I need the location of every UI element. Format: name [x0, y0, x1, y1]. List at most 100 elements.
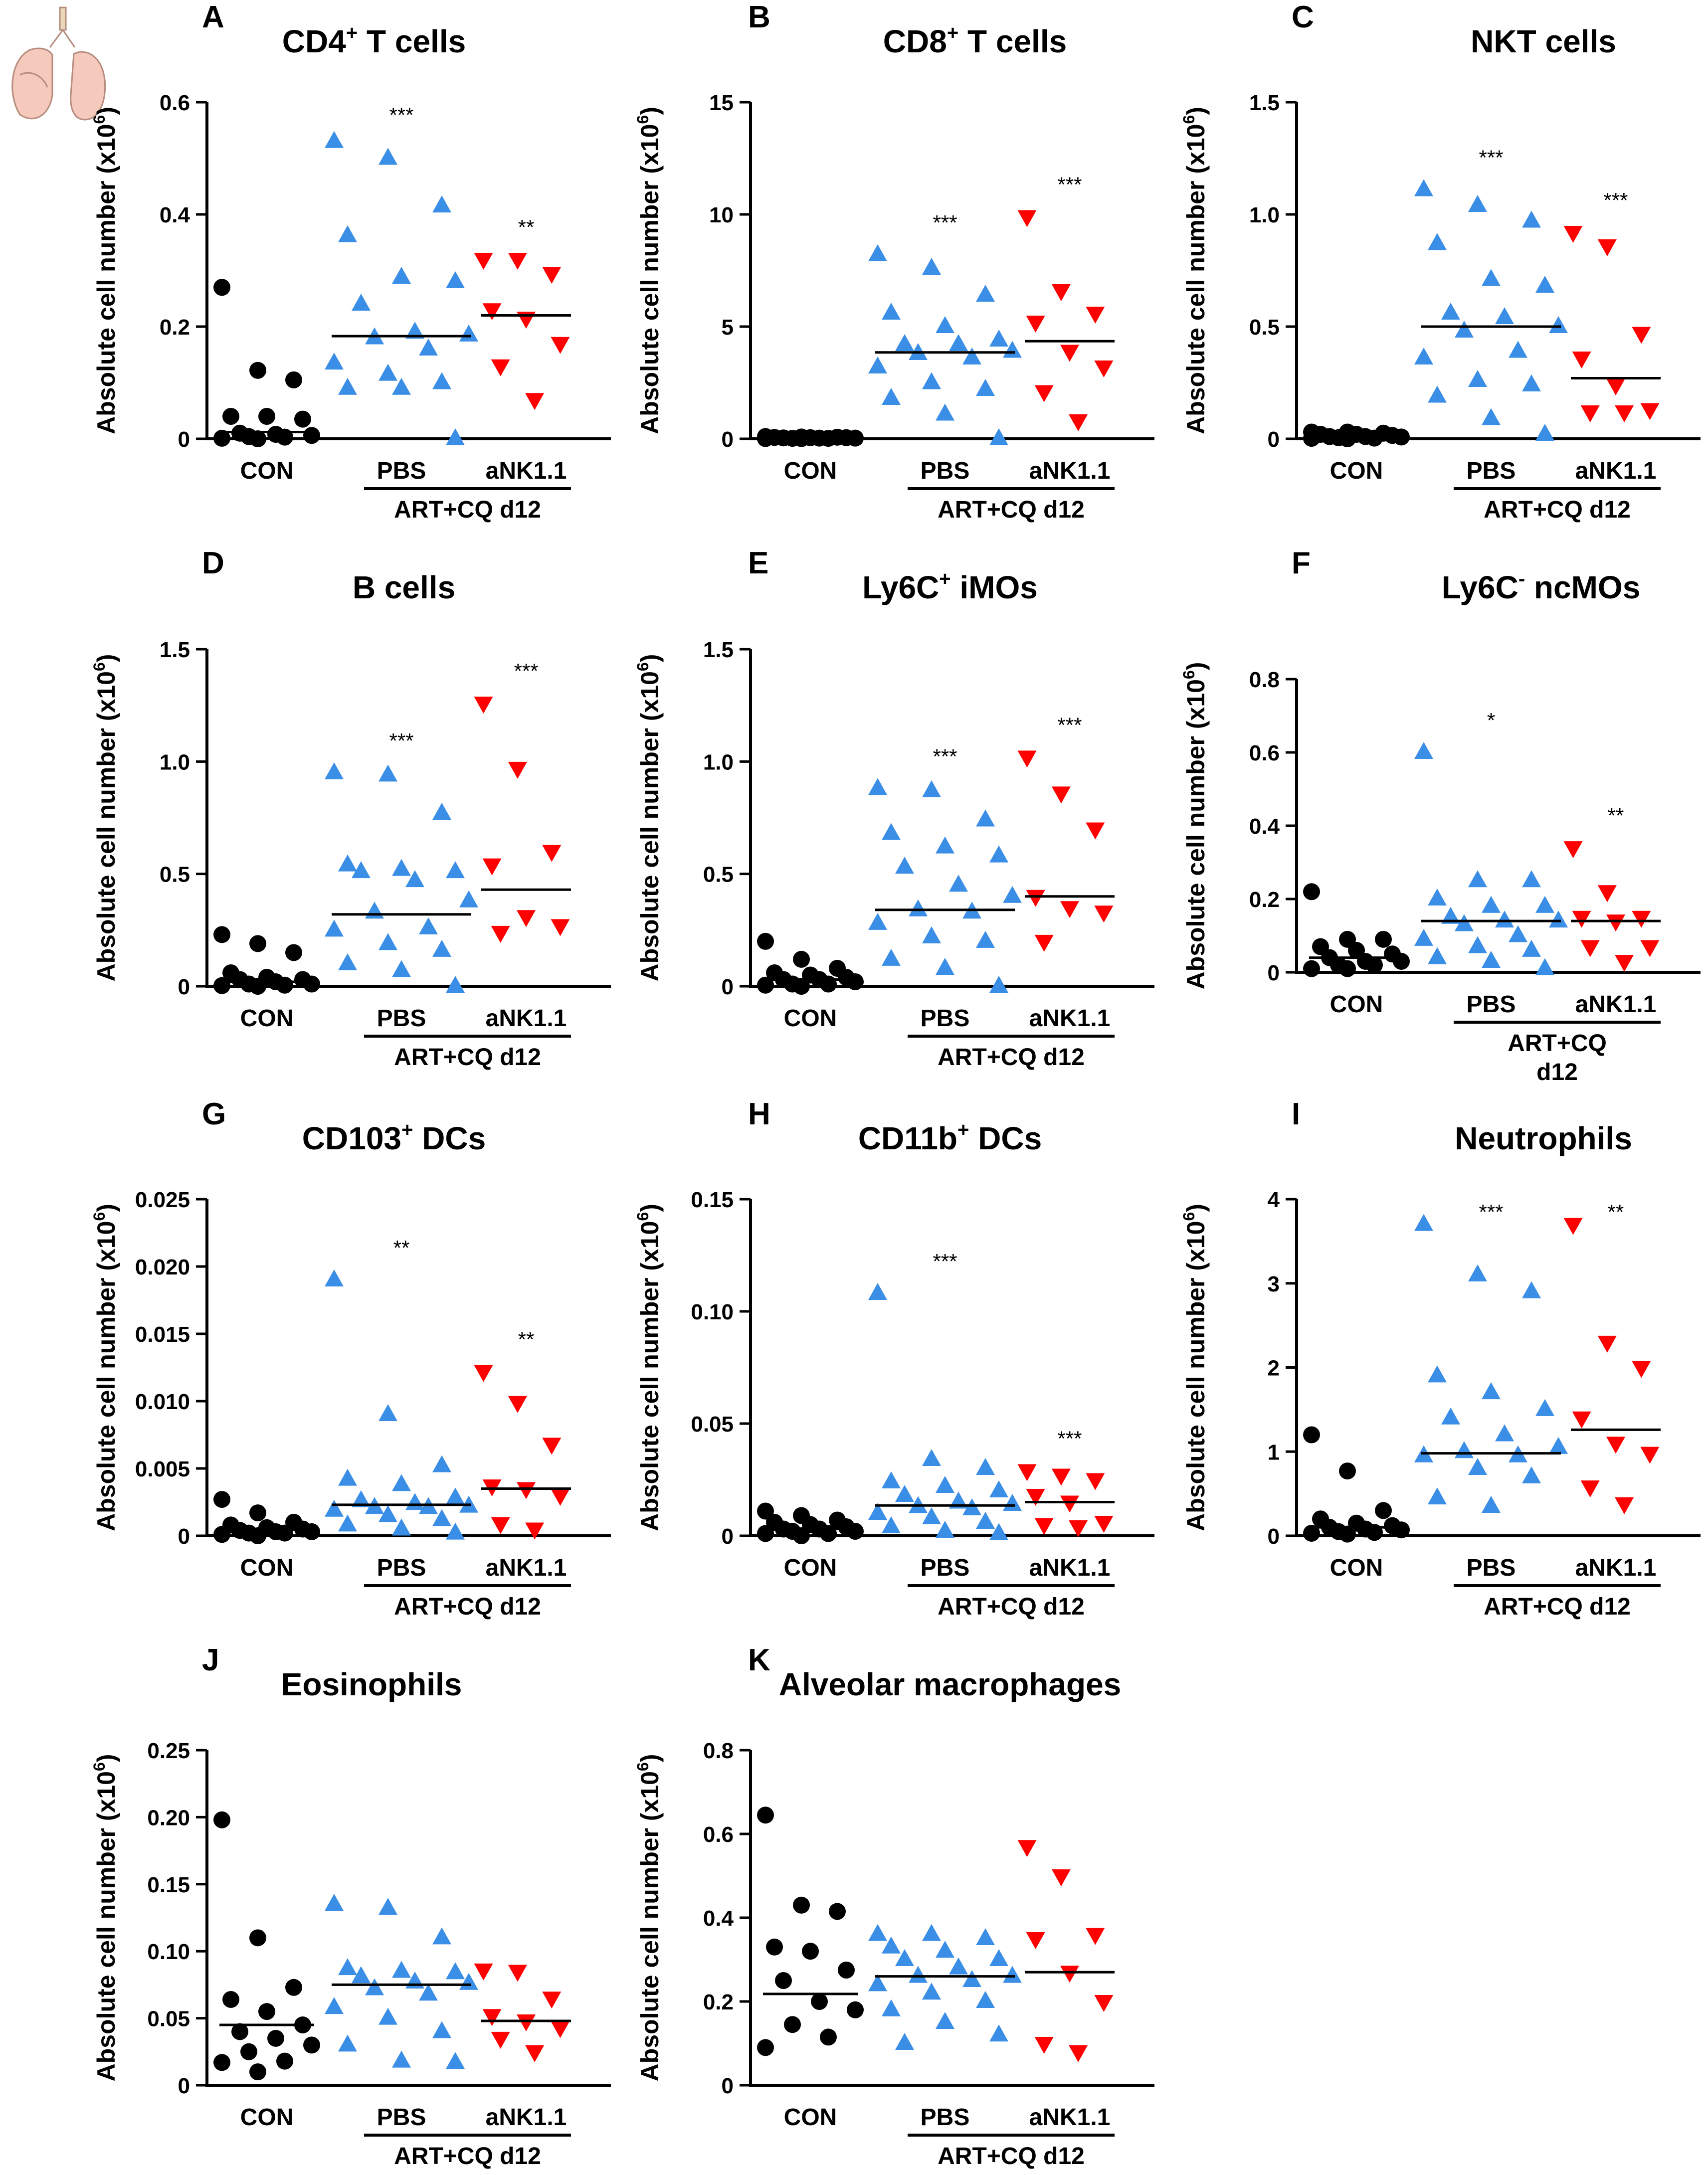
data-point: [1495, 1424, 1514, 1442]
panel-a: A CD4+ T cells 0 0.2 0.4 0.6 Absolute cell num…: [90, 0, 611, 523]
data-point: [508, 761, 527, 779]
data-point: [895, 334, 914, 351]
data-point: [989, 976, 1008, 993]
data-point: [258, 2003, 275, 2020]
significance-label: ***: [1603, 188, 1628, 212]
panel-h: H CD11b+ DCs 0 0.05 0.10 0.15 Absolute cell nu…: [634, 1097, 1154, 1620]
series-pbs: [1414, 179, 1568, 441]
data-point: [1580, 940, 1600, 957]
panel-f: F Ly6C- ncMOs 0 0.2 0.4 0.6 0.8 Absolute cell n…: [1180, 546, 1701, 1086]
y-axis-label-main: Absolute cell number (x10: [92, 124, 120, 434]
data-point: [757, 1525, 774, 1542]
data-point: [1366, 429, 1383, 447]
category-label: aNK1.1: [1575, 991, 1657, 1018]
data-point: [491, 359, 510, 376]
y-tick-label: 0.2: [703, 1990, 734, 2014]
y-axis-label-sup: 6: [90, 662, 108, 671]
series-ank11: [1563, 841, 1661, 972]
data-point: [847, 973, 864, 990]
category-label: aNK1.1: [486, 1555, 567, 1581]
data-point: [1086, 1928, 1105, 1945]
data-point: [922, 1983, 941, 2000]
data-point: [551, 337, 570, 354]
data-point: [949, 1957, 968, 1975]
data-point: [838, 1962, 855, 1979]
data-point: [1086, 307, 1105, 324]
y-tick-label: 0.6: [160, 91, 190, 115]
data-point: [1069, 414, 1088, 431]
data-point: [1563, 841, 1583, 859]
category-label: aNK1.1: [486, 1005, 567, 1032]
data-point: [325, 353, 344, 370]
data-point: [868, 778, 887, 795]
data-point: [1606, 378, 1625, 395]
data-point: [1615, 405, 1634, 422]
series-pbs: [325, 1894, 478, 2069]
data-point: [1051, 1468, 1071, 1486]
panel-g: G CD103+ DCs 0 0.005 0.010 0.015 0.020 0.025 Abs…: [90, 1097, 611, 1620]
data-point: [1428, 1487, 1447, 1505]
significance-label: ***: [514, 659, 538, 683]
data-point: [325, 919, 344, 937]
y-axis-label: Absolute cell number (x106): [90, 1204, 120, 1531]
data-point: [459, 890, 478, 907]
significance-label: ***: [1479, 1200, 1503, 1224]
title-sup: +: [401, 1119, 413, 1141]
data-point: [258, 408, 275, 425]
series-con: [213, 279, 320, 447]
y-tick-label: 0: [722, 975, 734, 999]
series-con: [757, 932, 864, 995]
data-point: [249, 362, 266, 379]
title-sup: -: [1518, 568, 1525, 590]
data-point: [1393, 1521, 1410, 1539]
significance-label: ***: [1057, 173, 1082, 196]
data-point: [1522, 870, 1541, 888]
data-point: [1455, 321, 1474, 338]
data-point: [936, 957, 954, 975]
data-point: [517, 2014, 536, 2031]
significance-label: *: [1487, 709, 1495, 732]
data-point: [303, 975, 320, 993]
data-point: [793, 978, 810, 995]
data-point: [1615, 954, 1634, 972]
data-point: [1468, 370, 1487, 387]
category-label: CON: [1330, 1555, 1383, 1581]
y-tick-label: 0.2: [1249, 888, 1280, 912]
data-point: [1522, 1466, 1541, 1483]
series-ank11: [1017, 750, 1115, 952]
data-point: [517, 910, 536, 927]
data-point: [1414, 1214, 1433, 1231]
data-point: [1069, 2045, 1088, 2062]
title-main: Eosinophils: [281, 1666, 462, 1702]
data-point: [1339, 960, 1356, 977]
title-main: CD11b: [858, 1120, 957, 1156]
data-point: [231, 2023, 248, 2040]
data-point: [1580, 1480, 1600, 1498]
data-point: [757, 2039, 774, 2056]
y-axis-label-main: Absolute cell number (x10: [636, 1771, 664, 2081]
data-point: [508, 1396, 527, 1413]
data-point: [962, 1498, 981, 1515]
y-axis-label-close: ): [636, 654, 664, 663]
panel-title: B cells: [353, 569, 455, 605]
treatment-label: ART+CQ: [1508, 1030, 1607, 1057]
data-point: [213, 429, 230, 447]
data-point: [1069, 1520, 1088, 1537]
y-tick-label: 0.005: [135, 1457, 190, 1481]
category-label: CON: [1330, 458, 1383, 484]
data-point: [1441, 303, 1460, 320]
data-point: [352, 294, 371, 311]
y-axis-label-main: Absolute cell number (x10: [636, 1221, 664, 1531]
panel-letter: E: [748, 546, 768, 580]
y-axis-label-close: ): [1182, 107, 1210, 115]
data-point: [325, 762, 344, 779]
data-point: [446, 1962, 465, 1980]
data-point: [976, 930, 995, 948]
data-point: [542, 1992, 562, 2009]
data-point: [551, 1489, 570, 1506]
data-point: [882, 1471, 901, 1488]
data-point: [392, 859, 411, 876]
data-point: [847, 1523, 864, 1540]
panel-letter: K: [748, 1643, 770, 1677]
data-point: [895, 1949, 914, 1966]
